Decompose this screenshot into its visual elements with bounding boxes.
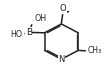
- Text: CH₃: CH₃: [88, 46, 102, 55]
- Text: O: O: [60, 4, 66, 13]
- Text: OH: OH: [34, 14, 46, 23]
- Text: N: N: [58, 55, 65, 64]
- Text: B: B: [26, 28, 32, 37]
- Text: HO: HO: [10, 30, 22, 39]
